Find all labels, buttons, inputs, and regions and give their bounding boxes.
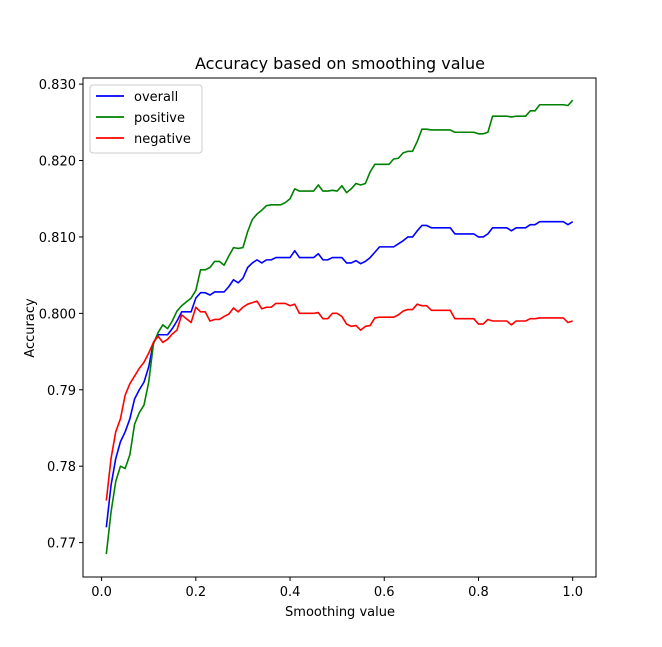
- y-tick-label: 0.810: [39, 231, 76, 246]
- x-axis-label: Smoothing value: [285, 605, 395, 620]
- y-tick-label: 0.800: [39, 307, 76, 322]
- series-line-positive: [105, 99, 574, 555]
- axes-frame: [82, 77, 597, 578]
- x-tick-label: 1.0: [562, 585, 583, 600]
- legend-box: [89, 84, 203, 154]
- x-tick-label: 0.8: [468, 585, 489, 600]
- y-axis: 0.77 0.78 0.79 0.800 0.810 0.820 0.830: [39, 78, 83, 552]
- x-tick-label: 0.0: [91, 585, 112, 600]
- x-tick-label: 0.2: [185, 585, 206, 600]
- y-tick-label: 0.830: [39, 78, 76, 93]
- chart-title: Accuracy based on smoothing value: [195, 54, 485, 73]
- y-tick-label: 0.77: [47, 537, 76, 552]
- series-layer: [105, 99, 574, 555]
- plot-area: [82, 77, 597, 578]
- x-axis: 0.0 0.2 0.4 0.6 0.8 1.0: [91, 577, 583, 600]
- series-line-overall: [105, 220, 574, 528]
- series-line-negative: [105, 300, 573, 501]
- y-tick-label: 0.820: [39, 155, 76, 170]
- x-tick-label: 0.6: [374, 585, 395, 600]
- legend-label-overall: overall: [134, 90, 178, 105]
- y-tick-label: 0.78: [47, 460, 76, 475]
- legend: overall positive negative: [89, 84, 203, 154]
- y-tick-label: 0.79: [47, 384, 76, 399]
- x-tick-label: 0.4: [280, 585, 301, 600]
- legend-label-negative: negative: [134, 132, 191, 147]
- y-axis-label: Accuracy: [23, 298, 38, 358]
- legend-label-positive: positive: [134, 111, 185, 126]
